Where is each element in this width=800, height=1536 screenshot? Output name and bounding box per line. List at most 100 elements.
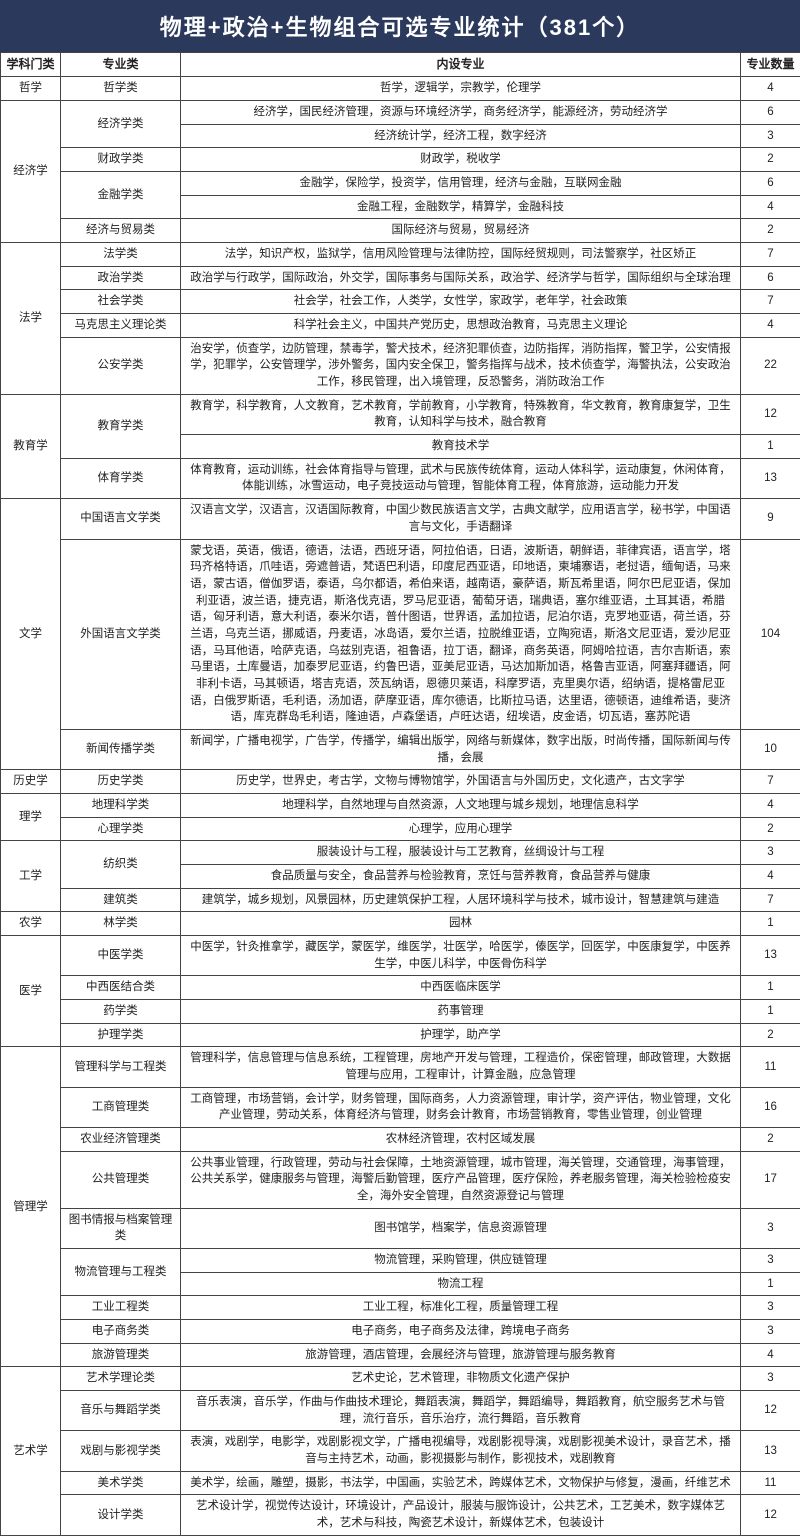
subcategory-cell: 林学类 xyxy=(61,912,181,936)
majors-cell: 体育教育，运动训练，社会体育指导与管理，武术与民族传统体育，运动人体科学，运动康… xyxy=(181,458,741,498)
subcategory-cell: 法学类 xyxy=(61,243,181,267)
count-cell: 6 xyxy=(741,266,800,290)
table-row: 管理学管理科学与工程类管理科学，信息管理与信息系统，工程管理，房地产开发与管理，… xyxy=(1,1047,800,1087)
majors-cell: 社会学，社会工作，人类学，女性学，家政学，老年学，社会政策 xyxy=(181,290,741,314)
count-cell: 3 xyxy=(741,1367,800,1391)
col-header-majors: 内设专业 xyxy=(181,53,741,77)
majors-cell: 公共事业管理，行政管理，劳动与社会保障，土地资源管理，城市管理，海关管理，交通管… xyxy=(181,1151,741,1208)
subcategory-cell: 马克思主义理论类 xyxy=(61,314,181,338)
table-row: 工商管理类工商管理，市场营销，会计学，财务管理，国际商务，人力资源管理，审计学，… xyxy=(1,1087,800,1127)
table-row: 新闻传播学类新闻学，广播电视学，广告学，传播学，编辑出版学，网络与新媒体，数字出… xyxy=(1,729,800,769)
table-row: 工业工程类工业工程，标准化工程，质量管理工程3 xyxy=(1,1296,800,1320)
majors-cell: 护理学，助产学 xyxy=(181,1023,741,1047)
table-row: 医学中医学类中医学，针灸推拿学，藏医学，蒙医学，维医学，壮医学，哈医学，傣医学，… xyxy=(1,935,800,975)
majors-cell: 地理科学，自然地理与自然资源，人文地理与城乡规划，地理信息科学 xyxy=(181,793,741,817)
majors-cell: 经济学，国民经济管理，资源与环境经济学，商务经济学，能源经济，劳动经济学 xyxy=(181,101,741,125)
subcategory-cell: 工商管理类 xyxy=(61,1087,181,1127)
table-row: 音乐与舞蹈学类音乐表演，音乐学，作曲与作曲技术理论，舞蹈表演，舞蹈学，舞蹈编导，… xyxy=(1,1391,800,1431)
subcategory-cell: 工业工程类 xyxy=(61,1296,181,1320)
subcategory-cell: 设计学类 xyxy=(61,1495,181,1535)
subcategory-cell: 艺术学理论类 xyxy=(61,1367,181,1391)
count-cell: 11 xyxy=(741,1471,800,1495)
subcategory-cell: 外国语言文学类 xyxy=(61,539,181,729)
count-cell: 3 xyxy=(741,1320,800,1344)
subcategory-cell: 经济与贸易类 xyxy=(61,219,181,243)
count-cell: 12 xyxy=(741,1391,800,1431)
category-cell: 医学 xyxy=(1,935,61,1046)
majors-cell: 工商管理，市场营销，会计学，财务管理，国际商务，人力资源管理，审计学，资产评估，… xyxy=(181,1087,741,1127)
count-cell: 4 xyxy=(741,195,800,219)
subcategory-cell: 图书情报与档案管理类 xyxy=(61,1208,181,1248)
majors-cell: 药事管理 xyxy=(181,999,741,1023)
majors-cell: 历史学，世界史，考古学，文物与博物馆学，外国语言与外国历史，文化遗产，古文字学 xyxy=(181,770,741,794)
count-cell: 1 xyxy=(741,435,800,459)
majors-cell: 中医学，针灸推拿学，藏医学，蒙医学，维医学，壮医学，哈医学，傣医学，回医学，中医… xyxy=(181,935,741,975)
count-cell: 22 xyxy=(741,337,800,394)
subcategory-cell: 护理学类 xyxy=(61,1023,181,1047)
subcategory-cell: 农业经济管理类 xyxy=(61,1127,181,1151)
count-cell: 7 xyxy=(741,290,800,314)
table-row: 文学中国语言文学类汉语言文学，汉语言，汉语国际教育，中国少数民族语言文学，古典文… xyxy=(1,499,800,539)
subcategory-cell: 金融学类 xyxy=(61,172,181,219)
count-cell: 12 xyxy=(741,394,800,434)
table-row: 金融学类金融学，保险学，投资学，信用管理，经济与金融，互联网金融6 xyxy=(1,172,800,196)
table-row: 工学纺织类服装设计与工程，服装设计与工艺教育，丝绸设计与工程3 xyxy=(1,841,800,865)
count-cell: 4 xyxy=(741,314,800,338)
table-row: 理学地理科学类地理科学，自然地理与自然资源，人文地理与城乡规划，地理信息科学4 xyxy=(1,793,800,817)
count-cell: 1 xyxy=(741,976,800,1000)
majors-cell: 金融学，保险学，投资学，信用管理，经济与金融，互联网金融 xyxy=(181,172,741,196)
majors-cell: 教育技术学 xyxy=(181,435,741,459)
majors-cell: 管理科学，信息管理与信息系统，工程管理，房地产开发与管理，工程造价，保密管理，邮… xyxy=(181,1047,741,1087)
count-cell: 7 xyxy=(741,888,800,912)
majors-cell: 物流管理，采购管理，供应链管理 xyxy=(181,1249,741,1273)
count-cell: 7 xyxy=(741,243,800,267)
col-header-subcategory: 专业类 xyxy=(61,53,181,77)
table-row: 中西医结合类中西医临床医学1 xyxy=(1,976,800,1000)
table-row: 艺术学艺术学理论类艺术史论，艺术管理，非物质文化遗产保护3 xyxy=(1,1367,800,1391)
majors-cell: 图书馆学，档案学，信息资源管理 xyxy=(181,1208,741,1248)
category-cell: 法学 xyxy=(1,243,61,395)
subcategory-cell: 哲学类 xyxy=(61,77,181,101)
subcategory-cell: 戏剧与影视学类 xyxy=(61,1431,181,1471)
table-row: 教育学教育学类教育学，科学教育，人文教育，艺术教育，学前教育，小学教育，特殊教育… xyxy=(1,394,800,434)
majors-cell: 艺术设计学，视觉传达设计，环境设计，产品设计，服装与服饰设计，公共艺术，工艺美术… xyxy=(181,1495,741,1535)
category-cell: 经济学 xyxy=(1,101,61,243)
majors-cell: 新闻学，广播电视学，广告学，传播学，编辑出版学，网络与新媒体，数字出版，时尚传播… xyxy=(181,729,741,769)
table-row: 马克思主义理论类科学社会主义，中国共产党历史，思想政治教育，马克思主义理论4 xyxy=(1,314,800,338)
majors-cell: 汉语言文学，汉语言，汉语国际教育，中国少数民族语言文学，古典文献学，应用语言学，… xyxy=(181,499,741,539)
count-cell: 4 xyxy=(741,793,800,817)
majors-cell: 科学社会主义，中国共产党历史，思想政治教育，马克思主义理论 xyxy=(181,314,741,338)
majors-table: 学科门类 专业类 内设专业 专业数量 哲学哲学类哲学，逻辑学，宗教学，伦理学4经… xyxy=(0,52,800,1536)
subcategory-cell: 历史学类 xyxy=(61,770,181,794)
category-cell: 管理学 xyxy=(1,1047,61,1367)
majors-cell: 金融工程，金融数学，精算学，金融科技 xyxy=(181,195,741,219)
table-row: 建筑类建筑学，城乡规划，风景园林，历史建筑保护工程，人居环境科学与技术，城市设计… xyxy=(1,888,800,912)
table-row: 社会学类社会学，社会工作，人类学，女性学，家政学，老年学，社会政策7 xyxy=(1,290,800,314)
count-cell: 1 xyxy=(741,912,800,936)
count-cell: 17 xyxy=(741,1151,800,1208)
count-cell: 2 xyxy=(741,1127,800,1151)
majors-cell: 法学，知识产权，监狱学，信用风险管理与法律防控，国际经贸规则，司法警察学，社区矫… xyxy=(181,243,741,267)
table-row: 经济学经济学类经济学，国民经济管理，资源与环境经济学，商务经济学，能源经济，劳动… xyxy=(1,101,800,125)
majors-cell: 园林 xyxy=(181,912,741,936)
count-cell: 9 xyxy=(741,499,800,539)
table-row: 设计学类艺术设计学，视觉传达设计，环境设计，产品设计，服装与服饰设计，公共艺术，… xyxy=(1,1495,800,1535)
count-cell: 104 xyxy=(741,539,800,729)
table-row: 护理学类护理学，助产学2 xyxy=(1,1023,800,1047)
subcategory-cell: 经济学类 xyxy=(61,101,181,148)
subcategory-cell: 政治学类 xyxy=(61,266,181,290)
majors-cell: 经济统计学，经济工程，数字经济 xyxy=(181,124,741,148)
count-cell: 13 xyxy=(741,1431,800,1471)
table-row: 美术学类美术学，绘画，雕塑，摄影，书法学，中国画，实验艺术，跨媒体艺术，文物保护… xyxy=(1,1471,800,1495)
subcategory-cell: 美术学类 xyxy=(61,1471,181,1495)
majors-cell: 建筑学，城乡规划，风景园林，历史建筑保护工程，人居环境科学与技术，城市设计，智慧… xyxy=(181,888,741,912)
table-row: 财政学类财政学，税收学2 xyxy=(1,148,800,172)
majors-cell: 艺术史论，艺术管理，非物质文化遗产保护 xyxy=(181,1367,741,1391)
count-cell: 1 xyxy=(741,1272,800,1296)
count-cell: 2 xyxy=(741,1023,800,1047)
count-cell: 3 xyxy=(741,1296,800,1320)
table-row: 体育学类体育教育，运动训练，社会体育指导与管理，武术与民族传统体育，运动人体科学… xyxy=(1,458,800,498)
majors-cell: 农林经济管理，农村区域发展 xyxy=(181,1127,741,1151)
table-row: 公安学类治安学，侦查学，边防管理，禁毒学，警犬技术，经济犯罪侦查，边防指挥，消防… xyxy=(1,337,800,394)
col-header-count: 专业数量 xyxy=(741,53,800,77)
